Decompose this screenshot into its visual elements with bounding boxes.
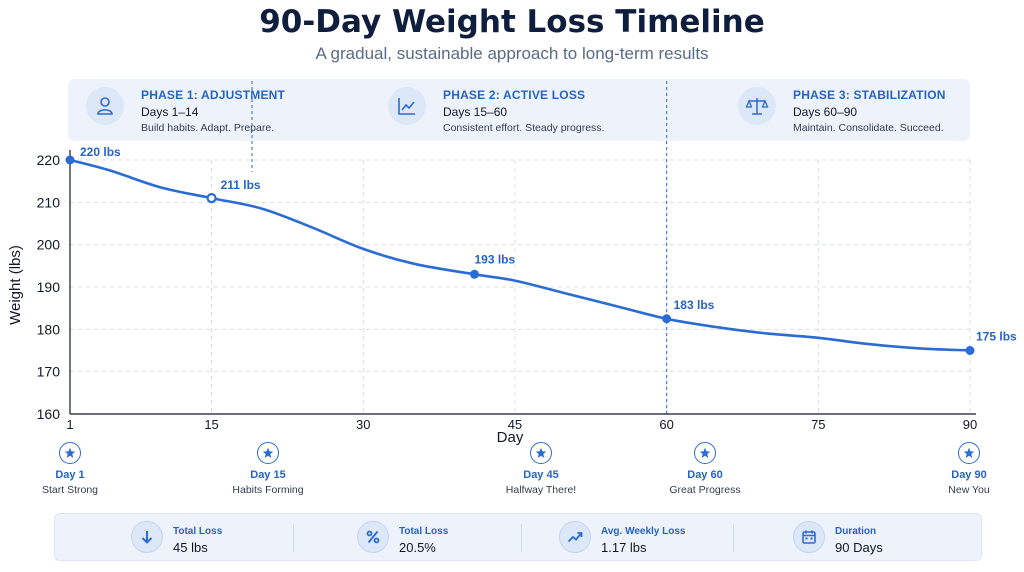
arrow-down-icon: [131, 521, 163, 553]
star-icon: [694, 442, 716, 464]
weight-series-line: [68, 158, 972, 352]
stat-label: Total Loss: [173, 526, 223, 537]
y-axis-label: Weight (lbs): [7, 245, 24, 325]
data-label: 211 lbs: [221, 178, 261, 192]
milestone-day-1: Day 1 Start Strong: [10, 442, 130, 496]
milestone-day: Day 60: [687, 469, 723, 481]
x-tick-label: 1: [66, 417, 73, 432]
person-icon: [86, 87, 124, 125]
milestone-desc: Start Strong: [41, 484, 99, 496]
phase-dividers: [251, 81, 668, 414]
stat-label: Total Loss: [399, 526, 449, 537]
star-icon: [257, 442, 279, 464]
data-label: 183 lbs: [674, 298, 715, 312]
phase-days: Days 60–90: [793, 105, 858, 119]
stat-value: 20.5%: [399, 540, 436, 555]
stat-divider: [293, 524, 294, 552]
chart-title: 90-Day Weight Loss Timeline: [259, 4, 765, 40]
milestone-day-15: Day 15 Habits Forming: [208, 442, 328, 496]
y-tick-label: 200: [37, 237, 61, 253]
x-tick-label: 15: [204, 417, 218, 432]
balance-scale-icon: [738, 87, 776, 125]
milestone-day-90: Day 90 New You: [909, 442, 1024, 496]
y-tick-label: 210: [37, 194, 61, 210]
star-icon: [530, 442, 552, 464]
stat-value: 1.17 lbs: [601, 540, 647, 555]
stat-label: Avg. Weekly Loss: [601, 526, 686, 537]
data-label: 220 lbs: [80, 145, 121, 159]
y-tick-label: 170: [37, 364, 61, 380]
milestone-day: Day 90: [951, 469, 987, 481]
stat-divider: [733, 524, 734, 552]
data-point: [206, 193, 217, 204]
phase-description: Maintain. Consolidate. Succeed.: [793, 122, 944, 134]
data-point: [65, 155, 75, 165]
data-point: [965, 346, 975, 355]
y-tick-label: 220: [37, 152, 61, 168]
stat-divider: [521, 524, 522, 552]
star-icon: [59, 442, 81, 464]
trend-line-icon: [559, 521, 591, 553]
x-tick-label: 60: [659, 417, 673, 432]
phase-days: Days 1–14: [141, 105, 199, 119]
milestone-day: Day 45: [523, 469, 559, 481]
data-point: [662, 314, 672, 324]
data-label: 175 lbs: [976, 330, 1017, 344]
stat-value: 45 lbs: [173, 540, 208, 555]
data-label: 193 lbs: [474, 252, 515, 266]
series: [68, 158, 972, 352]
percent-icon: [357, 521, 389, 553]
x-tick-label: 30: [356, 417, 370, 432]
phase-title: PHASE 3: STABILIZATION: [793, 88, 946, 102]
chart-subtitle: A gradual, sustainable approach to long-…: [315, 44, 709, 63]
x-tick-label: 75: [811, 417, 825, 432]
stat-value: 90 Days: [835, 540, 883, 555]
data-points: 220 lbs 211 lbs 193 lbs 183 lbs 175 lbs: [65, 145, 1017, 355]
calendar-icon: [793, 521, 825, 553]
y-tick-label: 160: [37, 406, 61, 422]
milestone-day: Day 1: [55, 469, 85, 481]
phase-title: PHASE 2: ACTIVE LOSS: [443, 88, 586, 102]
milestone-day-45: Day 45 Halfway There!: [481, 442, 601, 496]
milestone-day-60: Day 60 Great Progress: [645, 442, 765, 496]
trend-up-chart-icon: [388, 87, 426, 125]
milestone-desc: Halfway There!: [505, 484, 577, 496]
milestone-desc: Habits Forming: [232, 484, 304, 496]
summary-stats-bar: Total Loss 45 lbs Total Loss 20.5% Avg. …: [54, 513, 982, 561]
phase-title: PHASE 1: ADJUSTMENT: [141, 88, 286, 102]
milestone-desc: Great Progress: [669, 484, 741, 496]
axes: [69, 150, 976, 415]
x-tick-label: 45: [508, 417, 522, 432]
x-axis-label: Day: [497, 429, 524, 446]
y-tick-label: 190: [37, 279, 61, 295]
tick-labels: 160 170 180 190 200 210 220 1 15 30 45 60 75 90: [37, 152, 978, 432]
star-icon: [958, 442, 980, 464]
milestone-desc: New You: [948, 484, 990, 496]
x-tick-label: 90: [963, 417, 977, 432]
stat-label: Duration: [835, 526, 877, 537]
data-point: [469, 269, 479, 279]
phase-description: Consistent effort. Steady progress.: [443, 122, 605, 134]
phase-description: Build habits. Adapt. Prepare.: [141, 122, 275, 134]
phase-days: Days 15–60: [443, 105, 508, 119]
milestone-day: Day 15: [250, 469, 286, 481]
phase-band: [68, 79, 970, 141]
y-tick-label: 180: [37, 321, 61, 337]
